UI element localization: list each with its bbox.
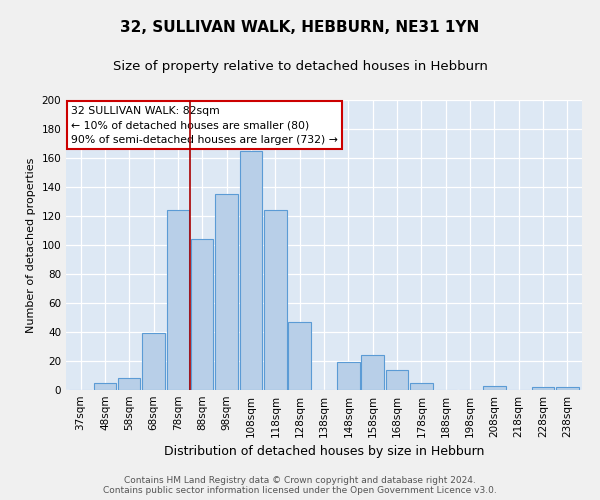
Bar [142,334,165,390]
Text: Contains public sector information licensed under the Open Government Licence v3: Contains public sector information licen… [103,486,497,495]
Bar [337,362,359,390]
Bar [118,378,140,390]
Y-axis label: Number of detached properties: Number of detached properties [26,158,36,332]
Bar [215,194,238,390]
Text: Contains HM Land Registry data © Crown copyright and database right 2024.: Contains HM Land Registry data © Crown c… [124,476,476,485]
Bar [191,239,214,390]
Text: Size of property relative to detached houses in Hebburn: Size of property relative to detached ho… [113,60,487,73]
Bar [386,370,408,390]
Bar [410,383,433,390]
Bar [167,210,189,390]
Bar [556,387,578,390]
Bar [264,210,287,390]
Bar [483,386,506,390]
Bar [94,383,116,390]
X-axis label: Distribution of detached houses by size in Hebburn: Distribution of detached houses by size … [164,446,484,458]
Text: 32, SULLIVAN WALK, HEBBURN, NE31 1YN: 32, SULLIVAN WALK, HEBBURN, NE31 1YN [121,20,479,35]
Bar [289,322,311,390]
Bar [240,151,262,390]
Bar [532,387,554,390]
Bar [361,355,384,390]
Text: 32 SULLIVAN WALK: 82sqm
← 10% of detached houses are smaller (80)
90% of semi-de: 32 SULLIVAN WALK: 82sqm ← 10% of detache… [71,106,338,144]
